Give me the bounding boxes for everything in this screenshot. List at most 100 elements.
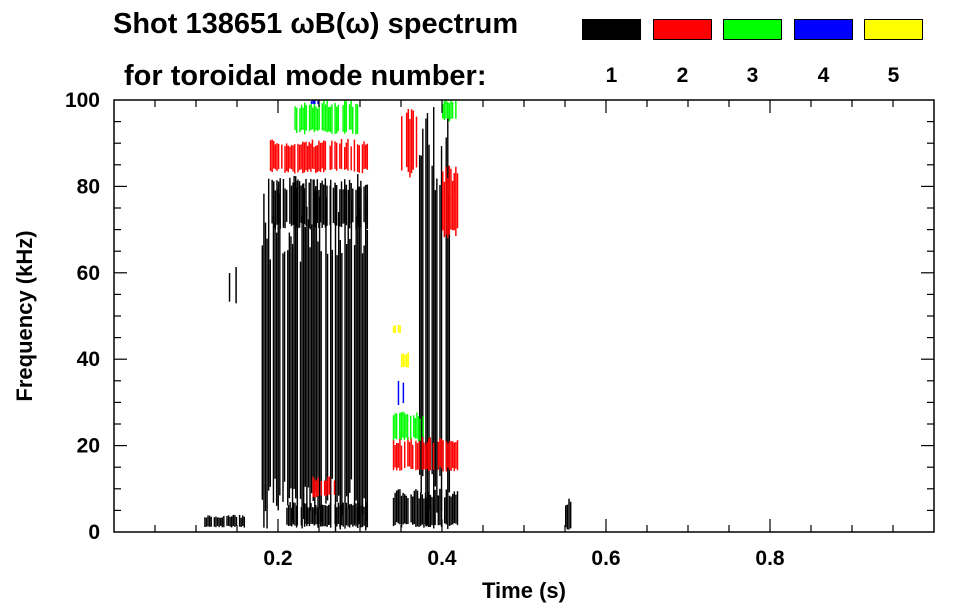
mode-3-streak: [443, 101, 446, 121]
mode-1-streak: [313, 179, 315, 227]
mode-2-streak: [447, 443, 449, 468]
mode-1-streak: [313, 507, 315, 526]
mode-5-streak: [404, 354, 406, 367]
mode-3-streak: [296, 107, 298, 133]
mode-2-streak: [394, 444, 396, 468]
mode-3-streak: [329, 106, 332, 133]
mode-1-streak: [300, 507, 303, 526]
mode-1-streak: [392, 497, 395, 527]
mode-1-streak: [404, 494, 406, 524]
mode-2-streak: [333, 480, 336, 495]
mode-2-streak: [297, 143, 299, 173]
mode-1-streak: [315, 504, 317, 525]
mode-2-streak: [442, 171, 444, 231]
mode-2-streak: [446, 178, 449, 239]
mode-1-streak: [276, 180, 278, 225]
mode-3-streak: [300, 104, 303, 131]
mode-1-streak: [422, 128, 424, 477]
mode-2-streak: [455, 442, 457, 469]
mode-3-streak: [405, 414, 407, 438]
mode-1-streak: [323, 184, 325, 225]
mode-2-streak: [440, 438, 443, 469]
mode-3-streak: [328, 107, 330, 132]
mode-1-streak: [394, 492, 396, 526]
mode-1-streak: [298, 181, 301, 228]
mode-1-streak: [279, 193, 281, 496]
mode-1-streak: [434, 190, 436, 487]
mode-1-streak: [310, 224, 313, 494]
mode-1-streak: [292, 182, 294, 225]
mode-1-streak: [240, 517, 242, 527]
mode-2-streak: [416, 443, 419, 470]
mode-1-streak: [208, 515, 211, 527]
mode-1-streak: [396, 490, 398, 523]
mode-5-streak: [399, 325, 401, 334]
mode-2-streak: [445, 166, 447, 235]
mode-3-streak: [416, 412, 418, 439]
mode-3-streak: [392, 415, 395, 441]
mode-1-streak: [340, 504, 343, 526]
mode-2-streak: [324, 141, 327, 171]
mode-3-streak: [402, 411, 404, 438]
mode-2-streak: [361, 144, 364, 174]
mode-1-streak: [360, 506, 362, 528]
y-tick-label: 40: [77, 348, 100, 371]
mode-1-streak: [321, 504, 324, 527]
mode-1-streak: [342, 502, 344, 527]
mode-1-streak: [569, 501, 572, 529]
mode-3-streak: [305, 105, 308, 131]
mode-1-region-3: [204, 514, 246, 528]
mode-2-streak: [445, 441, 448, 472]
mode-1-streak: [320, 251, 322, 523]
mode-1-streak: [456, 491, 459, 526]
mode-3-streak: [344, 100, 346, 134]
mode-1-streak: [353, 245, 356, 523]
mode-1-streak: [219, 517, 222, 526]
mode-3-streak: [326, 100, 328, 133]
mode-3-streak: [348, 104, 351, 130]
mode-1-region-2: [228, 267, 237, 304]
mode-1-streak: [366, 229, 369, 522]
mode-2-streak: [428, 438, 430, 471]
mode-1-streak: [352, 505, 354, 527]
mode-5-streak: [397, 325, 400, 333]
mode-1-streak: [274, 222, 276, 479]
mode-3-streak: [446, 101, 449, 119]
mode-1-streak: [448, 495, 451, 527]
mode-3-streak: [400, 412, 403, 440]
mode-1-streak: [319, 505, 322, 527]
mode-1-streak: [348, 179, 351, 229]
mode-1-streak: [291, 507, 293, 527]
mode-2-streak: [328, 476, 331, 495]
mode-1-streak: [334, 185, 337, 532]
mode-4-region-1: [310, 100, 319, 105]
mode-3-streak: [313, 100, 316, 133]
mode-2-streak: [284, 146, 286, 173]
mode-1-streak: [227, 515, 230, 526]
mode-5-region-1: [392, 325, 401, 334]
mode-1-streak: [355, 189, 357, 229]
mode-1-streak: [345, 502, 348, 526]
mode-1-streak: [318, 507, 320, 525]
mode-2-streak: [300, 144, 302, 170]
legend-label-mode-5: 5: [887, 64, 900, 87]
mode-1-streak: [301, 215, 303, 529]
mode-1-streak: [420, 155, 422, 494]
mode-1-streak: [221, 517, 223, 528]
mode-1-streak: [210, 516, 212, 527]
mode-5-streak: [405, 354, 408, 368]
mode-3-streak: [414, 418, 417, 439]
mode-1-streak: [288, 232, 291, 499]
mode-2-streak: [415, 116, 418, 168]
mode-1-streak: [363, 506, 365, 526]
mode-2-streak: [312, 476, 314, 498]
mode-2-streak: [453, 173, 455, 231]
mode-1-streak: [323, 505, 325, 527]
mode-3-streak: [352, 106, 354, 134]
mode-1-streak: [405, 495, 408, 525]
mode-1-streak: [357, 174, 359, 529]
mode-3-streak: [299, 108, 301, 133]
x-tick-label: 0.6: [591, 547, 620, 570]
mode-1-streak: [302, 183, 304, 224]
mode-1-streak: [266, 238, 268, 529]
